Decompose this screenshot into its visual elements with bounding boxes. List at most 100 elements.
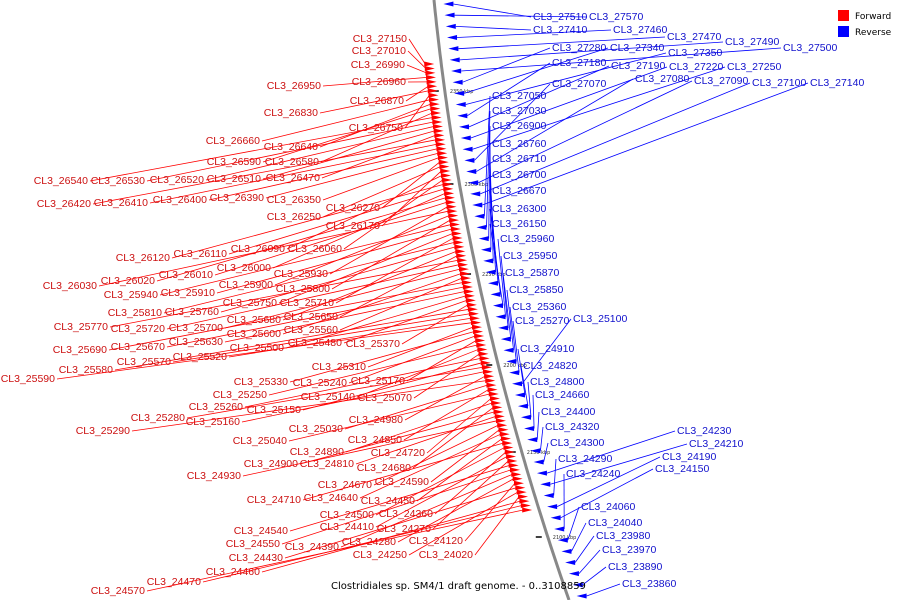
forward-connector (406, 64, 427, 74)
forward-gene-marker (432, 119, 443, 125)
forward-connector (131, 380, 487, 432)
reverse-gene-label: CL3_26710 (492, 153, 546, 165)
reverse-gene-label: CL3_27410 (533, 24, 587, 36)
reverse-connector (464, 47, 609, 94)
reverse-connector (465, 52, 667, 105)
reverse-gene-marker (498, 325, 509, 331)
reverse-gene-label: CL3_27100 (752, 77, 806, 89)
reverse-gene-label: CL3_24230 (677, 425, 731, 437)
forward-connector (426, 398, 492, 454)
forward-connector (244, 357, 481, 408)
reverse-gene-label: CL3_27050 (492, 90, 546, 102)
reverse-gene-marker (517, 403, 528, 409)
reverse-gene-label: CL3_27220 (669, 61, 723, 73)
reverse-gene-label: CL3_25360 (512, 301, 566, 313)
forward-gene-label: CL3_25600 (227, 328, 281, 340)
forward-connector (322, 157, 440, 201)
reverse-gene-marker (527, 437, 538, 443)
reverse-gene-marker (457, 113, 468, 119)
reverse-gene-label: CL3_27190 (611, 60, 665, 72)
reverse-connector (467, 62, 551, 117)
forward-connector (202, 505, 522, 583)
forward-gene-marker (450, 226, 461, 232)
forward-gene-marker (429, 101, 440, 107)
forward-connector (92, 139, 437, 205)
forward-connector (319, 90, 429, 114)
forward-gene-marker (481, 364, 492, 370)
forward-gene-label: CL3_25160 (186, 416, 240, 428)
reverse-gene-label: CL3_26300 (492, 203, 546, 215)
forward-gene-marker (453, 239, 464, 245)
tick-label: 2200 kbp (503, 363, 527, 369)
reverse-gene-label: CL3_24150 (655, 463, 709, 475)
forward-gene-label: CL3_26020 (101, 275, 155, 287)
forward-gene-marker (476, 342, 487, 348)
forward-connector (299, 411, 495, 465)
forward-gene-marker (519, 498, 530, 504)
forward-connector (432, 460, 509, 530)
forward-gene-label: CL3_25170 (351, 375, 405, 387)
reverse-gene-label: CL3_27070 (552, 78, 606, 90)
forward-gene-marker (443, 186, 454, 192)
reverse-connector (546, 430, 676, 474)
reverse-gene-label: CL3_26150 (492, 218, 546, 230)
forward-gene-label: CL3_25570 (117, 356, 171, 368)
reverse-connector (472, 66, 726, 150)
reverse-connector (560, 468, 654, 519)
reverse-connector (506, 289, 514, 351)
forward-gene-marker (489, 396, 500, 401)
reverse-connector (489, 223, 504, 306)
forward-connector (241, 371, 485, 423)
forward-gene-marker (437, 155, 448, 161)
forward-connector (205, 126, 435, 181)
forward-gene-label: CL3_25810 (108, 307, 162, 319)
forward-connector (302, 442, 504, 501)
forward-gene-label: CL3_24900 (244, 458, 298, 470)
reverse-gene-marker (557, 537, 568, 543)
forward-gene-marker (442, 181, 453, 187)
forward-connector (265, 152, 439, 199)
forward-gene-label: CL3_24640 (304, 492, 358, 504)
forward-gene-label: CL3_26470 (266, 172, 320, 184)
forward-gene-marker (428, 92, 439, 98)
forward-connector (335, 237, 454, 304)
forward-connector (163, 242, 455, 314)
forward-gene-marker (427, 83, 438, 89)
reverse-connector (550, 443, 688, 485)
forward-connector (406, 340, 477, 382)
reverse-gene-label: CL3_27180 (552, 57, 606, 69)
forward-gene-marker (479, 355, 490, 361)
forward-gene-marker (475, 338, 486, 344)
reverse-gene-label: CL3_27490 (725, 36, 779, 48)
reverse-gene-label: CL3_27030 (492, 105, 546, 117)
reverse-gene-label: CL3_25850 (509, 284, 563, 296)
forward-gene-label: CL3_24540 (234, 525, 288, 537)
reverse-gene-marker (533, 459, 544, 465)
reverse-gene-marker (476, 224, 487, 230)
forward-gene-label: CL3_25700 (169, 322, 223, 334)
reverse-connector (459, 41, 724, 61)
forward-gene-label: CL3_24570 (91, 585, 145, 597)
forward-connector (430, 429, 500, 483)
reverse-gene-label: CL3_27080 (635, 73, 689, 85)
reverse-connector (571, 522, 587, 552)
forward-gene-label: CL3_25930 (274, 268, 328, 280)
forward-legend-label: Forward (855, 12, 891, 22)
forward-gene-label: CL3_24590 (375, 476, 429, 488)
reverse-gene-label: CL3_24910 (520, 343, 574, 355)
forward-connector (149, 143, 437, 204)
forward-gene-marker (518, 494, 529, 500)
forward-gene-marker (513, 480, 524, 486)
forward-gene-label: CL3_25150 (247, 404, 301, 416)
forward-gene-label: CL3_26640 (264, 141, 318, 153)
forward-gene-marker (477, 346, 488, 352)
forward-gene-label: CL3_25630 (169, 336, 223, 348)
forward-connector (262, 130, 435, 180)
reverse-gene-marker (495, 314, 506, 320)
forward-gene-label: CL3_26990 (351, 59, 405, 71)
forward-gene-marker (440, 168, 451, 174)
reverse-gene-marker (470, 191, 481, 197)
forward-gene-label: CL3_26010 (159, 269, 213, 281)
reverse-gene-label: CL3_24060 (581, 501, 635, 513)
forward-gene-marker (485, 378, 496, 384)
